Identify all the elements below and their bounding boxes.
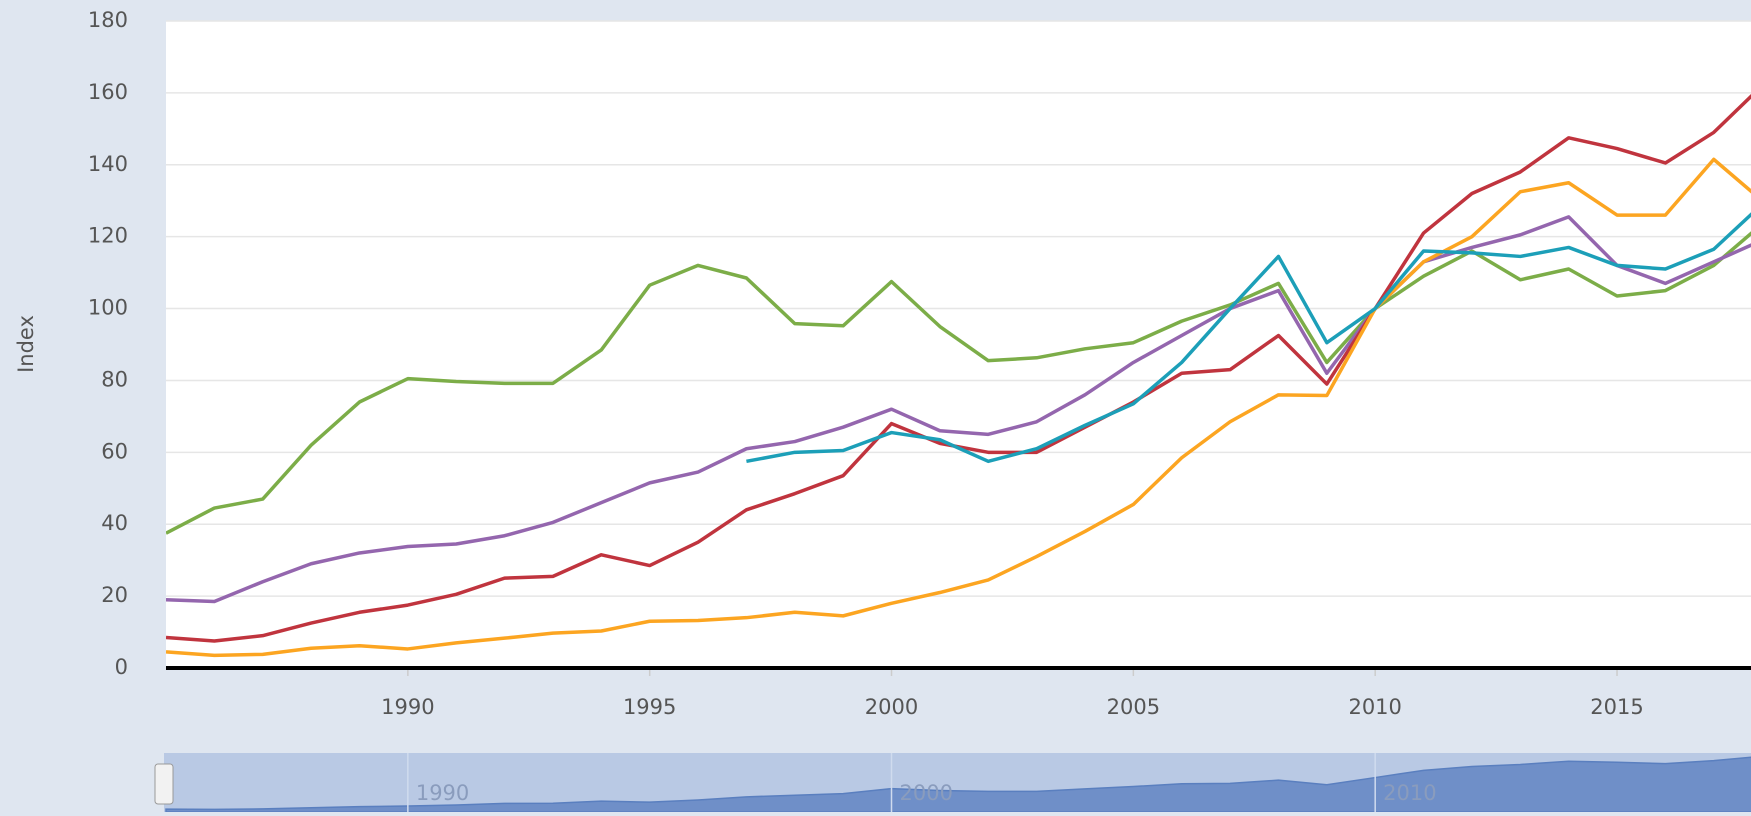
navigator-tick-label: 2010 bbox=[1383, 781, 1436, 805]
y-tick-label: 80 bbox=[101, 367, 128, 391]
navigator-tick-label: 1990 bbox=[416, 781, 469, 805]
series-line bbox=[166, 231, 1751, 535]
x-tick-label: 2005 bbox=[1107, 695, 1160, 719]
y-tick-label: 20 bbox=[101, 583, 128, 607]
plot-area bbox=[166, 21, 1751, 668]
lines bbox=[166, 94, 1751, 658]
y-tick-label: 140 bbox=[88, 152, 128, 176]
y-tick-label: 40 bbox=[101, 511, 128, 535]
series-line bbox=[166, 215, 1751, 604]
y-axis-label: Index bbox=[14, 315, 38, 373]
x-tick-label: 2015 bbox=[1590, 695, 1643, 719]
series-line bbox=[166, 94, 1751, 643]
y-tick-label: 100 bbox=[88, 296, 128, 320]
x-tick-label: 1995 bbox=[623, 695, 676, 719]
x-tick-label: 1990 bbox=[381, 695, 434, 719]
x-tick-label: 2000 bbox=[865, 695, 918, 719]
navigator-tick-label: 2000 bbox=[900, 781, 953, 805]
y-tick-label: 120 bbox=[88, 224, 128, 248]
y-tick-label: 60 bbox=[101, 439, 128, 463]
y-tick-label: 160 bbox=[88, 80, 128, 104]
x-tick-label: 2010 bbox=[1348, 695, 1401, 719]
series-line bbox=[166, 157, 1751, 658]
y-tick-label: 0 bbox=[115, 655, 128, 679]
series-line bbox=[746, 212, 1751, 464]
y-tick-label: 180 bbox=[88, 8, 128, 32]
navigator-handle[interactable] bbox=[154, 763, 174, 805]
navigator-axis: 1990 2000 2010 bbox=[165, 753, 1751, 813]
